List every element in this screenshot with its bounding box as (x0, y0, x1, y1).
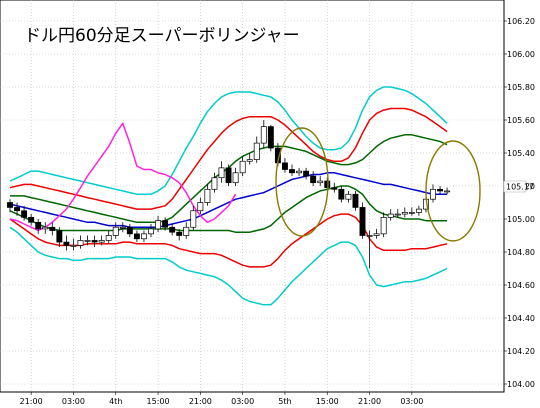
candle-body (98, 240, 105, 243)
x-tick-label: 15:00 (316, 397, 339, 406)
candle-body (49, 226, 56, 231)
candle-body (373, 233, 380, 236)
candle-body (204, 188, 211, 203)
candle-body (338, 188, 345, 200)
candle-body (394, 213, 401, 216)
series-line (9, 226, 448, 306)
candle-body (176, 231, 183, 236)
candle-body (133, 233, 140, 240)
candle-body (155, 220, 161, 230)
x-tick-label: 4th (109, 397, 122, 406)
candle-body (289, 169, 295, 174)
candle-body (112, 226, 119, 236)
annotation-ellipse (275, 127, 329, 237)
candle-body (119, 226, 126, 229)
y-tick-label: 106.00 (507, 50, 535, 59)
candle-body (70, 245, 77, 247)
candle-body (7, 202, 13, 208)
candle-body (387, 213, 394, 218)
x-tick-label: 21:00 (20, 397, 43, 406)
y-tick-label: 106.20 (507, 17, 535, 26)
candle-body (21, 210, 28, 218)
candle-body (359, 207, 366, 236)
series-line (9, 172, 448, 228)
annotations (275, 127, 481, 242)
y-tick-label: 105.40 (507, 149, 535, 158)
candle-body (267, 126, 274, 149)
candle-body (190, 210, 197, 228)
candle-body (14, 207, 20, 212)
candle-body (126, 226, 133, 235)
y-tick-label: 105.00 (507, 215, 535, 224)
candlesticks (7, 120, 451, 269)
candle-body (401, 212, 408, 215)
y-tick-label: 104.40 (507, 314, 535, 323)
x-axis: 21:00 03:00 4th 15:00 21:00 03:00 5th 15:00 21:0… (20, 392, 423, 406)
x-tick-label: 21:00 (189, 397, 212, 406)
candle-body (239, 160, 246, 174)
candle-body (317, 180, 324, 184)
y-tick-label: 104.00 (507, 380, 535, 389)
candle-body (444, 190, 451, 193)
series-line (9, 86, 448, 195)
annotation-ellipse (425, 140, 481, 242)
candle-body (310, 175, 317, 184)
candle-body (345, 193, 352, 200)
y-tick-label: 104.20 (507, 347, 535, 356)
candle-body (282, 162, 288, 170)
x-tick-label: 15:00 (147, 397, 170, 406)
x-tick-label: 03:00 (231, 397, 254, 406)
candle-body (169, 226, 176, 233)
candle-body (35, 221, 42, 230)
y-tick-label: 104.80 (507, 248, 535, 257)
series-line (9, 185, 448, 233)
candle-body (246, 159, 253, 162)
candle-body (303, 170, 310, 177)
candle-body (430, 188, 436, 200)
current-price-marker: 105.17 (503, 180, 534, 193)
candle-body (352, 193, 359, 208)
x-tick-label: 03:00 (400, 397, 423, 406)
y-axis: 106.20106.00105.80105.60105.40105.20105.… (504, 17, 535, 389)
candle-body (437, 188, 444, 192)
current-price-label: 105.17 (506, 183, 534, 192)
candle-body (91, 240, 98, 243)
candle-body (415, 208, 422, 213)
candle-body (56, 230, 63, 243)
candle-body (197, 202, 204, 212)
chart-title: ドル円60分足スーパーボリンジャー (24, 26, 300, 46)
candle-body (218, 167, 225, 179)
candle-body (105, 235, 112, 241)
candle-body (225, 167, 232, 184)
candle-body (331, 187, 338, 190)
candle-body (408, 212, 415, 214)
candle-body (253, 142, 260, 160)
candle-body (296, 170, 303, 174)
candle-body (141, 233, 147, 240)
candle-body (84, 240, 91, 242)
x-tick-label: 03:00 (62, 397, 85, 406)
candle-body (260, 126, 267, 144)
series-line (9, 107, 448, 210)
candle-body (42, 226, 49, 230)
candle-body (63, 241, 70, 246)
candle-body (148, 228, 154, 235)
x-tick-label: 5th (278, 397, 291, 406)
candle-body (162, 220, 169, 228)
y-tick-label: 104.60 (507, 281, 535, 290)
candle-body (380, 217, 387, 235)
series-line (9, 122, 237, 232)
candle-body (77, 240, 84, 246)
candle-body (366, 235, 373, 237)
candle-body (211, 177, 218, 190)
candle-body (183, 226, 190, 236)
x-tick-label: 21:00 (358, 397, 381, 406)
candle-body (28, 217, 35, 223)
y-tick-label: 105.60 (507, 116, 535, 125)
y-tick-label: 105.80 (507, 83, 535, 92)
candle-body (232, 172, 239, 184)
